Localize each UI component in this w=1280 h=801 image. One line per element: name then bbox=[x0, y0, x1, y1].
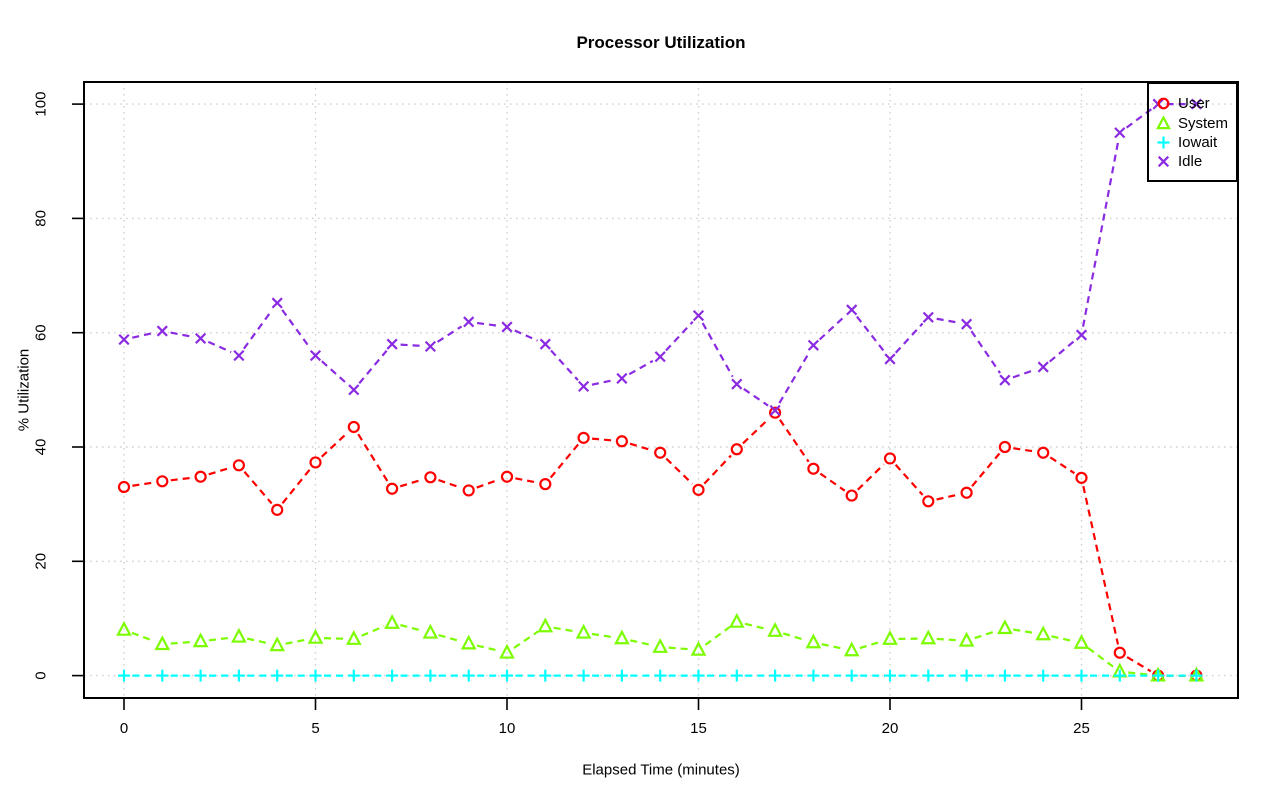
circle-marker bbox=[1037, 446, 1050, 459]
legend: User System Iowait Idle bbox=[1147, 82, 1238, 182]
circle-marker bbox=[500, 470, 514, 483]
circle-marker bbox=[730, 443, 743, 456]
triangle-marker bbox=[1073, 634, 1090, 649]
series-user bbox=[117, 406, 1203, 682]
circle-marker bbox=[883, 452, 897, 465]
chart-title: Processor Utilization bbox=[576, 33, 746, 52]
circle-marker bbox=[807, 462, 820, 475]
triangle-marker bbox=[499, 643, 515, 659]
circle-marker bbox=[232, 459, 245, 472]
triangle-marker bbox=[652, 638, 669, 653]
x-axis-label: Elapsed Time (minutes) bbox=[582, 761, 740, 779]
triangle-marker bbox=[537, 617, 554, 633]
y-tick-label: 0 bbox=[32, 671, 49, 679]
circle-marker bbox=[768, 406, 782, 419]
triangle-marker bbox=[920, 629, 937, 645]
triangle-marker bbox=[307, 628, 324, 644]
triangle-marker bbox=[116, 620, 132, 636]
circle-marker bbox=[845, 489, 858, 502]
system-triangle-marker-icon bbox=[1156, 115, 1171, 129]
triangle-marker bbox=[460, 634, 477, 650]
legend-label-idle: Idle bbox=[1178, 153, 1203, 171]
triangle-marker bbox=[345, 630, 362, 645]
circle-marker bbox=[347, 420, 360, 434]
triangle-marker bbox=[843, 641, 860, 657]
plot-box bbox=[83, 81, 1239, 699]
user-circle-marker-icon bbox=[1157, 97, 1170, 110]
x-tick-label: 10 bbox=[499, 720, 516, 737]
triangle-marker bbox=[997, 619, 1013, 635]
y-tick-label: 40 bbox=[32, 439, 49, 456]
legend-item-idle: Idle bbox=[1149, 152, 1236, 171]
triangle-marker bbox=[192, 632, 209, 648]
legend-item-user: User bbox=[1149, 94, 1236, 113]
circle-marker bbox=[117, 480, 131, 494]
tick-labels: 0 5 10 15 20 25 0 20 40 60 80 100 bbox=[32, 92, 1090, 737]
triangle-marker bbox=[231, 627, 247, 643]
circle-marker bbox=[615, 435, 629, 448]
circle-marker bbox=[271, 503, 284, 516]
triangle-marker bbox=[690, 640, 707, 656]
circle-marker bbox=[156, 475, 169, 488]
y-tick-label: 80 bbox=[32, 210, 49, 227]
circle-marker bbox=[194, 470, 207, 483]
y-tick-label: 60 bbox=[32, 324, 49, 341]
circle-marker bbox=[309, 456, 322, 469]
triangle-marker bbox=[767, 622, 783, 637]
triangle-marker bbox=[384, 614, 400, 629]
legend-label-system: System bbox=[1178, 114, 1229, 132]
x-tick-label: 5 bbox=[311, 720, 319, 737]
triangle-marker bbox=[728, 612, 745, 628]
circle-marker bbox=[922, 495, 935, 508]
legend-item-system: System bbox=[1149, 113, 1236, 132]
circle-marker bbox=[577, 431, 590, 444]
series-idle bbox=[118, 98, 1202, 417]
legend-label-iowait: Iowait bbox=[1178, 133, 1218, 151]
series-iowait bbox=[118, 669, 1203, 682]
x-tick-label: 25 bbox=[1073, 720, 1090, 737]
circle-marker bbox=[1075, 471, 1088, 484]
triangle-marker bbox=[958, 631, 975, 647]
triangle-marker bbox=[422, 623, 439, 639]
axes bbox=[72, 103, 1083, 710]
x-tick-label: 0 bbox=[120, 720, 128, 737]
x-tick-label: 20 bbox=[882, 720, 899, 737]
triangle-marker bbox=[882, 630, 898, 645]
triangle-marker bbox=[1035, 625, 1052, 641]
triangle-marker bbox=[575, 623, 592, 639]
y-axis-label: % Utilization bbox=[15, 348, 33, 432]
triangle-marker bbox=[269, 636, 286, 652]
iowait-plus-marker-icon bbox=[1157, 136, 1170, 149]
circle-marker bbox=[386, 482, 399, 495]
circle-marker bbox=[998, 440, 1012, 454]
triangle-marker bbox=[805, 633, 822, 649]
circle-marker bbox=[424, 471, 437, 484]
circle-marker bbox=[692, 483, 705, 496]
legend-label-user: User bbox=[1178, 95, 1210, 113]
x-tick-label: 15 bbox=[690, 720, 707, 737]
circle-marker bbox=[654, 446, 667, 459]
circle-marker bbox=[462, 484, 475, 497]
gridlines bbox=[84, 82, 1238, 698]
triangle-marker bbox=[614, 629, 630, 645]
idle-x-marker-icon bbox=[1157, 156, 1170, 168]
circle-marker bbox=[960, 486, 973, 499]
triangle-marker bbox=[154, 635, 171, 651]
y-tick-label: 100 bbox=[32, 92, 49, 117]
legend-item-iowait: Iowait bbox=[1149, 133, 1236, 152]
circle-marker bbox=[539, 478, 552, 491]
y-tick-label: 20 bbox=[32, 553, 49, 570]
circle-marker bbox=[1113, 646, 1126, 659]
